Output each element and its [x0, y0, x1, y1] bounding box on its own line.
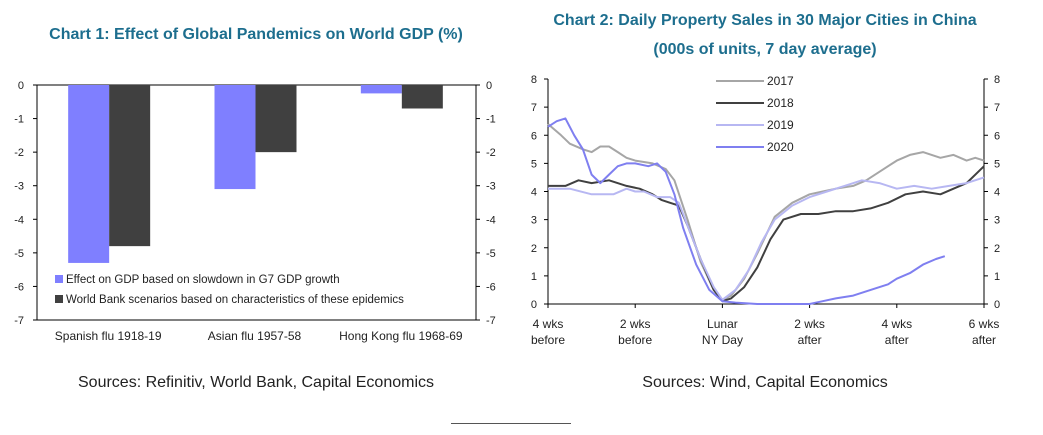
chart2-source: Sources: Wind, Capital Economics — [642, 374, 888, 391]
chart1-ytick-label-right: 0 — [486, 80, 492, 92]
chart1-legend-label: World Bank scenarios based on characteri… — [66, 294, 404, 306]
chart2-xtick-label-line2: after — [885, 333, 909, 347]
chart2-ytick-label-right: 5 — [994, 158, 1000, 170]
chart1-source: Sources: Refinitiv, World Bank, Capital … — [78, 374, 434, 391]
chart2-series-line-2017 — [547, 123, 985, 301]
chart2-subtitle: (000s of units, 7 day average) — [653, 41, 877, 58]
chart2-xtick-label-line2: after — [798, 333, 822, 347]
chart1-bar — [255, 85, 297, 153]
chart2-ytick-label-right: 2 — [994, 243, 1000, 255]
chart1-ytick-label-left: -7 — [14, 315, 24, 327]
chart2-ytick-label-right: 7 — [994, 102, 1000, 114]
chart2-ytick-label-right: 6 — [994, 130, 1000, 142]
chart2-ytick-label-left: 4 — [531, 187, 537, 199]
chart2-ytick-label-left: 1 — [531, 271, 537, 283]
chart2-ytick-label-right: 0 — [994, 299, 1000, 311]
chart2-xtick-label-line1: Lunar — [707, 317, 738, 331]
chart2-xtick-label-line2: NY Day — [702, 333, 743, 347]
chart1-ytick-label-left: -2 — [14, 147, 24, 159]
chart2-legend-label: 2017 — [767, 74, 794, 88]
chart2-ytick-label-right: 8 — [994, 74, 1000, 86]
footer-divider — [451, 423, 571, 424]
chart2-ytick-label-left: 6 — [531, 130, 537, 142]
chart1-ytick-label-right: -6 — [486, 281, 496, 293]
chart1-ytick-label-right: -7 — [486, 315, 496, 327]
chart1-title: Chart 1: Effect of Global Pandemics on W… — [49, 26, 463, 43]
chart2-ytick-label-left: 5 — [531, 158, 537, 170]
chart2-xtick-label-line1: 4 wks — [881, 317, 912, 331]
chart2-ytick-label-left: 8 — [531, 74, 537, 86]
chart1-ytick-label-left: -1 — [14, 114, 24, 126]
chart1-ytick-label-right: -4 — [486, 214, 496, 226]
chart1-ytick-label-left: -4 — [14, 214, 24, 226]
chart2-ytick-label-left: 2 — [531, 243, 537, 255]
chart1-legend-swatch — [55, 275, 63, 283]
chart2-xtick-label-line2: before — [618, 333, 652, 347]
chart1-ytick-label-left: -3 — [14, 181, 24, 193]
chart1-legend-label: Effect on GDP based on slowdown in G7 GD… — [66, 274, 340, 286]
chart1-category-label: Asian flu 1957-58 — [208, 329, 302, 343]
chart2-legend-label: 2018 — [767, 96, 794, 110]
chart1-ytick-label-right: -3 — [486, 181, 496, 193]
chart2-ytick-label-right: 3 — [994, 215, 1000, 227]
chart2-xtick-label-line1: 4 wks — [533, 317, 564, 331]
chart2-ytick-label-left: 0 — [531, 299, 537, 311]
chart2-ytick-label-left: 3 — [531, 215, 537, 227]
chart1-category-label: Hong Kong flu 1968-69 — [339, 329, 463, 343]
chart1-bar — [214, 85, 256, 190]
chart2-ytick-label-left: 7 — [531, 102, 537, 114]
chart2-xtick-label-line1: 2 wks — [794, 317, 825, 331]
chart1-legend-swatch — [55, 295, 63, 303]
chart1-ytick-label-right: -2 — [486, 147, 496, 159]
chart2-xtick-label-line1: 6 wks — [969, 317, 1000, 331]
chart2-legend-label: 2020 — [767, 140, 794, 154]
chart2-legend-label: 2019 — [767, 118, 794, 132]
chart2-series-line-2020 — [547, 117, 946, 305]
chart2-xtick-label-line2: after — [972, 333, 996, 347]
chart1-ytick-label-right: -5 — [486, 248, 496, 260]
chart1-category-label: Spanish flu 1918-19 — [55, 329, 162, 343]
chart1-ytick-label-left: -5 — [14, 248, 24, 260]
chart2-xtick-label-line1: 2 wks — [620, 317, 651, 331]
chart1-bar — [401, 85, 443, 109]
chart1-bar — [360, 85, 402, 94]
chart2-ytick-label-right: 4 — [994, 187, 1000, 199]
chart1-bar — [68, 85, 110, 263]
chart2-ytick-label-right: 1 — [994, 271, 1000, 283]
chart1-ytick-label-left: 0 — [18, 80, 24, 92]
chart2-series-line-2019 — [548, 176, 985, 301]
chart2-title: Chart 2: Daily Property Sales in 30 Majo… — [553, 12, 977, 29]
chart2-xtick-label-line2: before — [531, 333, 565, 347]
chart1-bar — [109, 85, 151, 247]
chart2-series-line-2018 — [548, 165, 985, 303]
chart1-ytick-label-right: -1 — [486, 114, 496, 126]
chart1-ytick-label-left: -6 — [14, 281, 24, 293]
